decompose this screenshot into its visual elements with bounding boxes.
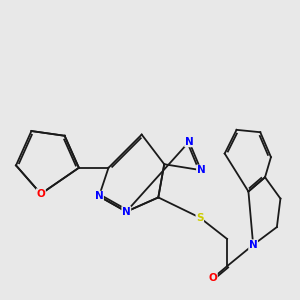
Text: S: S [196, 213, 204, 223]
Text: O: O [208, 273, 217, 283]
Text: N: N [122, 207, 131, 217]
Text: N: N [249, 240, 257, 250]
Text: N: N [185, 137, 194, 147]
Text: N: N [94, 191, 103, 201]
Text: O: O [37, 189, 45, 199]
Text: N: N [196, 165, 206, 175]
